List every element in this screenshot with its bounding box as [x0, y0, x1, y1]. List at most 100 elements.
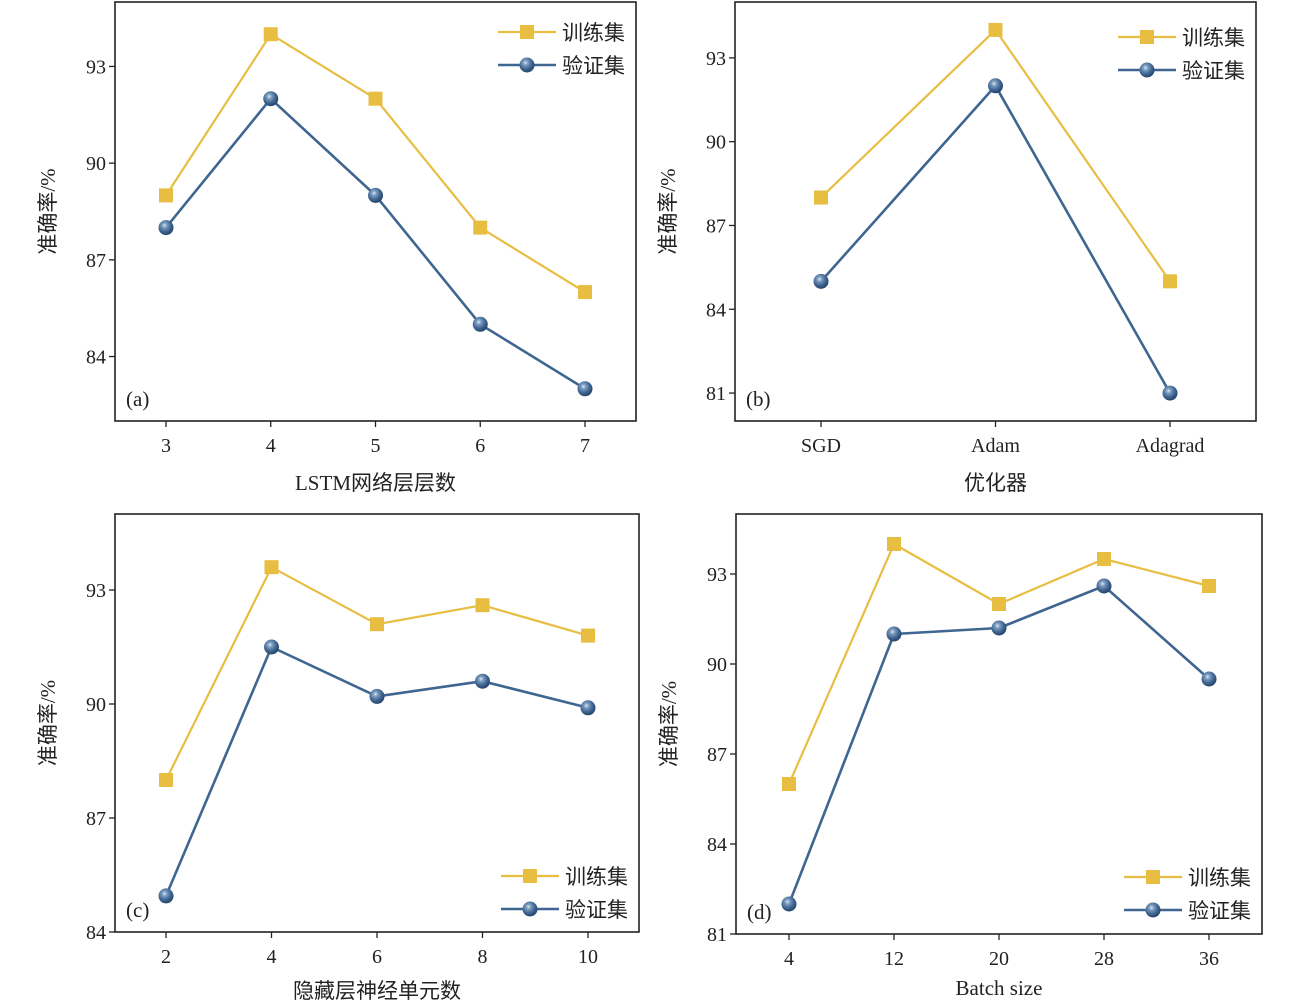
x-tick-label: 8	[478, 946, 488, 968]
legend-validation-marker	[519, 57, 535, 73]
x-axis-label: 隐藏层神经单元数	[293, 979, 461, 1003]
legend-validation-label: 验证集	[562, 54, 625, 78]
x-tick-label: 6	[372, 946, 382, 968]
validation-point	[264, 639, 279, 655]
x-tick-label: 10	[578, 946, 598, 968]
series-validation	[813, 78, 1178, 401]
legend-train-marker	[520, 25, 534, 39]
y-tick-label: 90	[706, 132, 726, 154]
series-validation	[158, 91, 593, 397]
train-point	[159, 773, 173, 787]
series-train	[159, 560, 595, 787]
validation-point	[369, 688, 385, 704]
y-tick-label: 93	[86, 580, 106, 602]
y-tick-label: 84	[707, 834, 727, 856]
train-point	[578, 285, 592, 300]
validation-point	[781, 896, 797, 912]
train-point	[992, 597, 1006, 611]
train-line	[820, 28, 1171, 282]
y-tick-label: 87	[86, 808, 106, 830]
legend-train-label: 训练集	[1182, 26, 1245, 50]
validation-line	[164, 645, 589, 897]
y-tick-label: 87	[86, 250, 106, 272]
series-train	[159, 27, 592, 300]
train-point	[264, 560, 279, 575]
series-train	[814, 22, 1177, 289]
legend-train-label: 训练集	[1188, 866, 1251, 890]
train-line	[787, 542, 1210, 785]
validation-point	[1096, 578, 1112, 594]
y-tick-label: 84	[86, 922, 106, 944]
validation-point	[472, 316, 488, 332]
y-tick-label: 84	[706, 299, 726, 321]
x-axis-label: 优化器	[964, 471, 1027, 495]
train-point	[814, 190, 828, 205]
train-point	[782, 777, 796, 791]
x-tick-label: 7	[580, 435, 590, 457]
train-point	[1202, 579, 1216, 593]
validation-point	[991, 620, 1007, 636]
train-point	[1163, 274, 1177, 289]
train-point	[1097, 552, 1111, 566]
y-tick-label: 87	[707, 744, 727, 766]
panel-label: (c)	[126, 898, 149, 922]
y-tick-label: 93	[86, 56, 106, 78]
train-line	[165, 33, 586, 294]
validation-point	[580, 700, 596, 716]
plot-frame	[734, 1, 1257, 422]
x-axis-label: Batch size	[956, 976, 1043, 1000]
y-tick-label: 90	[707, 654, 727, 676]
train-point	[263, 27, 278, 42]
y-tick-label: 87	[706, 215, 726, 237]
x-tick-label: 4	[266, 435, 276, 457]
legend-validation-marker	[1139, 62, 1155, 78]
x-tick-label: 6	[475, 435, 485, 457]
validation-point	[158, 888, 174, 904]
train-point	[370, 617, 384, 632]
y-axis-label: 准确率/%	[36, 168, 60, 254]
train-point	[887, 537, 901, 551]
validation-point	[1162, 385, 1178, 401]
train-point	[473, 220, 488, 235]
validation-point	[263, 91, 279, 107]
validation-point	[475, 673, 490, 689]
x-tick-label: 12	[884, 948, 904, 970]
series-validation	[781, 578, 1217, 912]
legend-validation-marker	[1145, 902, 1161, 918]
y-axis-label: 准确率/%	[656, 168, 680, 254]
y-tick-label: 93	[707, 564, 727, 586]
train-point	[159, 188, 173, 203]
validation-point	[1201, 671, 1217, 687]
x-tick-label: 36	[1199, 948, 1219, 970]
x-tick-label: 5	[371, 435, 381, 457]
x-tick-label: Adagrad	[1136, 435, 1205, 457]
y-tick-label: 81	[707, 924, 727, 946]
train-point	[988, 22, 1003, 37]
y-axis-label: 准确率/%	[36, 680, 60, 766]
chart-panel-d: 4 12 20 28 36 81 84 87 90 93 Batch size 准确率/% (d) 训练集…	[657, 513, 1263, 1000]
series-validation	[158, 639, 596, 904]
validation-line	[164, 97, 586, 390]
validation-point	[158, 220, 174, 236]
chart-panel-b: SGD Adam Adagrad 81 84 87 90 93 优化器 准确率/% (b) 训练集验证…	[656, 1, 1257, 495]
legend-validation-label: 验证集	[1182, 59, 1245, 83]
panel-label: (d)	[747, 900, 772, 924]
x-tick-label: 4	[784, 948, 794, 970]
train-point	[368, 91, 383, 106]
y-tick-label: 90	[86, 153, 106, 175]
validation-point	[368, 187, 383, 203]
x-tick-label: Adam	[971, 435, 1020, 457]
x-tick-label: 4	[267, 946, 277, 968]
y-tick-label: 81	[706, 383, 726, 405]
legend-train-label: 训练集	[562, 21, 625, 45]
legend-train-marker	[523, 869, 537, 883]
validation-line	[820, 84, 1172, 394]
x-tick-label: 3	[161, 435, 171, 457]
panel-label: (a)	[126, 387, 149, 411]
